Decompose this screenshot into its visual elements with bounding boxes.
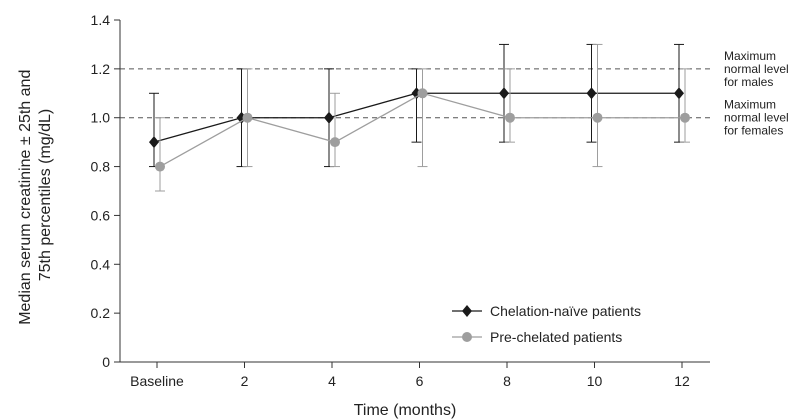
y-axis-title-line-2: 75th percentiles (mg/dL) xyxy=(37,109,54,282)
series-pre-chelated xyxy=(155,43,690,192)
x-tick-label: 2 xyxy=(241,373,249,389)
legend-marker-diamond xyxy=(462,305,472,317)
legend-label: Chelation-naïve patients xyxy=(490,303,641,319)
data-point-circle xyxy=(592,112,603,123)
data-point-diamond xyxy=(324,111,334,124)
data-point-circle xyxy=(505,112,515,123)
x-axis-title: Time (months) xyxy=(354,402,457,419)
x-tick-label: Baseline xyxy=(130,373,184,389)
x-tick-label: 4 xyxy=(328,373,336,389)
data-point-circle xyxy=(417,88,428,99)
x-tick-label: 6 xyxy=(416,373,424,389)
legend-label: Pre-chelated patients xyxy=(490,329,622,345)
axes: 0 0.2 0.4 0.6 0.8 1.0 1.2 1.4 Baseline 2 4 6 8 10 12 xyxy=(91,12,710,389)
data-point-circle xyxy=(155,161,165,172)
data-point-circle xyxy=(680,112,690,123)
y-axis-title: Median serum creatinine ± 25th and 75th … xyxy=(17,65,54,325)
y-tick-label: 0 xyxy=(102,354,110,370)
data-point-diamond xyxy=(499,87,509,100)
legend-marker-circle xyxy=(462,332,472,342)
reference-line-label: Maximum normal level for males xyxy=(724,49,789,89)
x-tick-label: 8 xyxy=(503,373,511,389)
legend: Chelation-naïve patients Pre-chelated pat… xyxy=(452,303,641,345)
data-point-circle xyxy=(242,112,253,123)
data-point-circle xyxy=(330,137,340,148)
x-tick-label: 12 xyxy=(674,373,690,389)
series-chelation-naive xyxy=(149,43,684,168)
y-tick-label: 0.4 xyxy=(91,256,111,272)
y-tick-label: 1.2 xyxy=(91,61,111,77)
y-tick-label: 1.4 xyxy=(91,12,111,28)
y-tick-label: 0.8 xyxy=(91,159,111,175)
y-axis-title-line-1: Median serum creatinine ± 25th and xyxy=(17,70,34,325)
reference-line-label-line: normal level xyxy=(724,62,789,76)
reference-line-label: Maximum normal level for females xyxy=(724,98,789,138)
reference-line-label-line: Maximum xyxy=(724,98,776,112)
y-tick-label: 0.6 xyxy=(91,207,111,223)
data-point-diamond xyxy=(674,87,684,100)
x-tick-label: 10 xyxy=(587,373,603,389)
reference-line-label-line: for females xyxy=(724,124,783,138)
reference-line-label-line: Maximum xyxy=(724,49,776,63)
data-point-diamond xyxy=(149,136,159,149)
y-tick-label: 1.0 xyxy=(91,110,111,126)
reference-line-label-line: normal level xyxy=(724,111,789,125)
y-tick-label: 0.2 xyxy=(91,305,111,321)
reference-line-label-line: for males xyxy=(724,75,773,89)
series-layer xyxy=(149,43,690,192)
data-point-diamond xyxy=(586,87,597,100)
